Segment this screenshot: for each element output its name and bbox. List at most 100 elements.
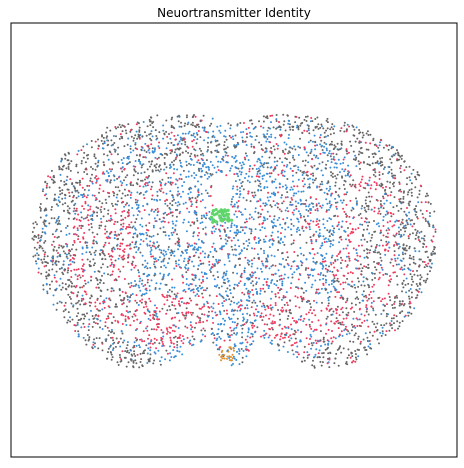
point-glutamatergic bbox=[281, 172, 283, 174]
point-gabaergic bbox=[266, 282, 268, 284]
point-glutamatergic bbox=[120, 229, 122, 231]
point-glutamatergic bbox=[366, 308, 368, 310]
point-glutamatergic bbox=[405, 214, 407, 216]
point-unassigned bbox=[309, 152, 311, 154]
point-gabaergic bbox=[182, 314, 184, 316]
point-glutamatergic bbox=[239, 193, 241, 195]
point-unassigned bbox=[171, 151, 173, 153]
point-glutamatergic bbox=[354, 327, 356, 329]
point-glutamatergic bbox=[151, 130, 153, 132]
point-glutamatergic bbox=[247, 245, 249, 247]
point-gabaergic bbox=[144, 312, 146, 314]
point-unassigned bbox=[176, 344, 178, 346]
point-unassigned bbox=[337, 322, 339, 324]
point-glutamatergic bbox=[240, 211, 242, 213]
point-glutamatergic bbox=[236, 160, 238, 162]
point-gabaergic bbox=[52, 260, 54, 262]
point-unassigned bbox=[322, 274, 324, 276]
point-unassigned bbox=[358, 214, 360, 216]
point-gabaergic bbox=[195, 322, 197, 324]
point-unassigned bbox=[396, 297, 398, 299]
point-glutamatergic bbox=[284, 236, 286, 238]
point-gabaergic bbox=[187, 269, 189, 271]
point-gabaergic bbox=[114, 320, 116, 322]
point-glutamatergic bbox=[166, 193, 168, 195]
point-gabaergic bbox=[104, 233, 106, 235]
point-unassigned bbox=[154, 261, 156, 263]
point-gabaergic bbox=[385, 186, 387, 188]
point-gabaergic bbox=[397, 220, 399, 222]
point-unassigned bbox=[57, 218, 59, 220]
point-glutamatergic bbox=[202, 199, 204, 201]
point-glutamatergic bbox=[341, 168, 343, 170]
point-glutamatergic bbox=[312, 261, 314, 263]
point-gabaergic bbox=[113, 223, 115, 225]
point-unassigned bbox=[252, 280, 254, 282]
point-unassigned bbox=[331, 257, 333, 259]
point-unassigned bbox=[273, 126, 275, 128]
point-glutamatergic bbox=[185, 202, 187, 204]
point-unassigned bbox=[117, 342, 119, 344]
point-unassigned bbox=[237, 142, 239, 144]
point-gabaergic bbox=[212, 322, 214, 324]
point-glutamatergic bbox=[214, 167, 216, 169]
point-unassigned bbox=[398, 210, 400, 212]
point-glutamatergic bbox=[230, 224, 232, 226]
point-gabaergic bbox=[173, 346, 175, 348]
point-gabaergic bbox=[297, 297, 299, 299]
point-gabaergic bbox=[104, 307, 106, 309]
point-glutamatergic bbox=[255, 139, 257, 141]
point-gabaergic bbox=[125, 315, 127, 317]
point-gabaergic bbox=[392, 213, 394, 215]
point-unassigned bbox=[170, 254, 172, 256]
point-glutamatergic bbox=[198, 239, 200, 241]
point-unassigned bbox=[259, 183, 261, 185]
point-glutamatergic bbox=[287, 351, 289, 353]
point-unassigned bbox=[136, 302, 138, 304]
point-gabaergic bbox=[377, 212, 379, 214]
point-unassigned bbox=[403, 196, 405, 198]
point-unassigned bbox=[70, 291, 72, 293]
point-unassigned bbox=[193, 232, 195, 234]
point-gabaergic bbox=[318, 352, 320, 354]
point-glutamatergic bbox=[190, 158, 192, 160]
point-unassigned bbox=[284, 334, 286, 336]
point-gabaergic bbox=[82, 265, 84, 267]
point-glutamatergic bbox=[234, 284, 236, 286]
point-glutamatergic bbox=[153, 263, 155, 265]
point-glutamatergic bbox=[272, 244, 274, 246]
point-unassigned bbox=[174, 151, 176, 153]
point-glutamatergic bbox=[312, 141, 314, 143]
point-unassigned bbox=[233, 310, 235, 312]
point-gabaergic bbox=[246, 341, 248, 343]
point-unassigned bbox=[97, 139, 99, 141]
point-unassigned bbox=[163, 258, 165, 260]
point-glutamatergic bbox=[283, 278, 285, 280]
point-unassigned bbox=[340, 257, 342, 259]
point-unassigned bbox=[132, 184, 134, 186]
point-unassigned bbox=[380, 257, 382, 259]
point-unassigned bbox=[362, 137, 364, 139]
point-unassigned bbox=[56, 309, 58, 311]
point-glutamatergic bbox=[332, 225, 334, 227]
point-glutamatergic bbox=[321, 183, 323, 185]
point-gabaergic bbox=[83, 263, 85, 265]
point-gabaergic bbox=[110, 215, 112, 217]
point-unassigned bbox=[292, 129, 294, 131]
point-glutamatergic bbox=[225, 274, 227, 276]
point-gabaergic bbox=[128, 224, 130, 226]
point-glutamatergic bbox=[220, 323, 222, 325]
point-gabaergic bbox=[172, 182, 174, 184]
point-unassigned bbox=[170, 142, 172, 144]
point-gabaergic bbox=[298, 307, 300, 309]
point-glutamatergic bbox=[368, 346, 370, 348]
point-gabaergic bbox=[300, 296, 302, 298]
point-unassigned bbox=[386, 181, 388, 183]
point-unassigned bbox=[370, 348, 372, 350]
point-glutamatergic bbox=[310, 334, 312, 336]
point-unassigned bbox=[380, 324, 382, 326]
point-unassigned bbox=[321, 352, 323, 354]
point-gabaergic bbox=[198, 130, 200, 132]
point-glutamatergic bbox=[191, 261, 193, 263]
point-unassigned bbox=[389, 187, 391, 189]
